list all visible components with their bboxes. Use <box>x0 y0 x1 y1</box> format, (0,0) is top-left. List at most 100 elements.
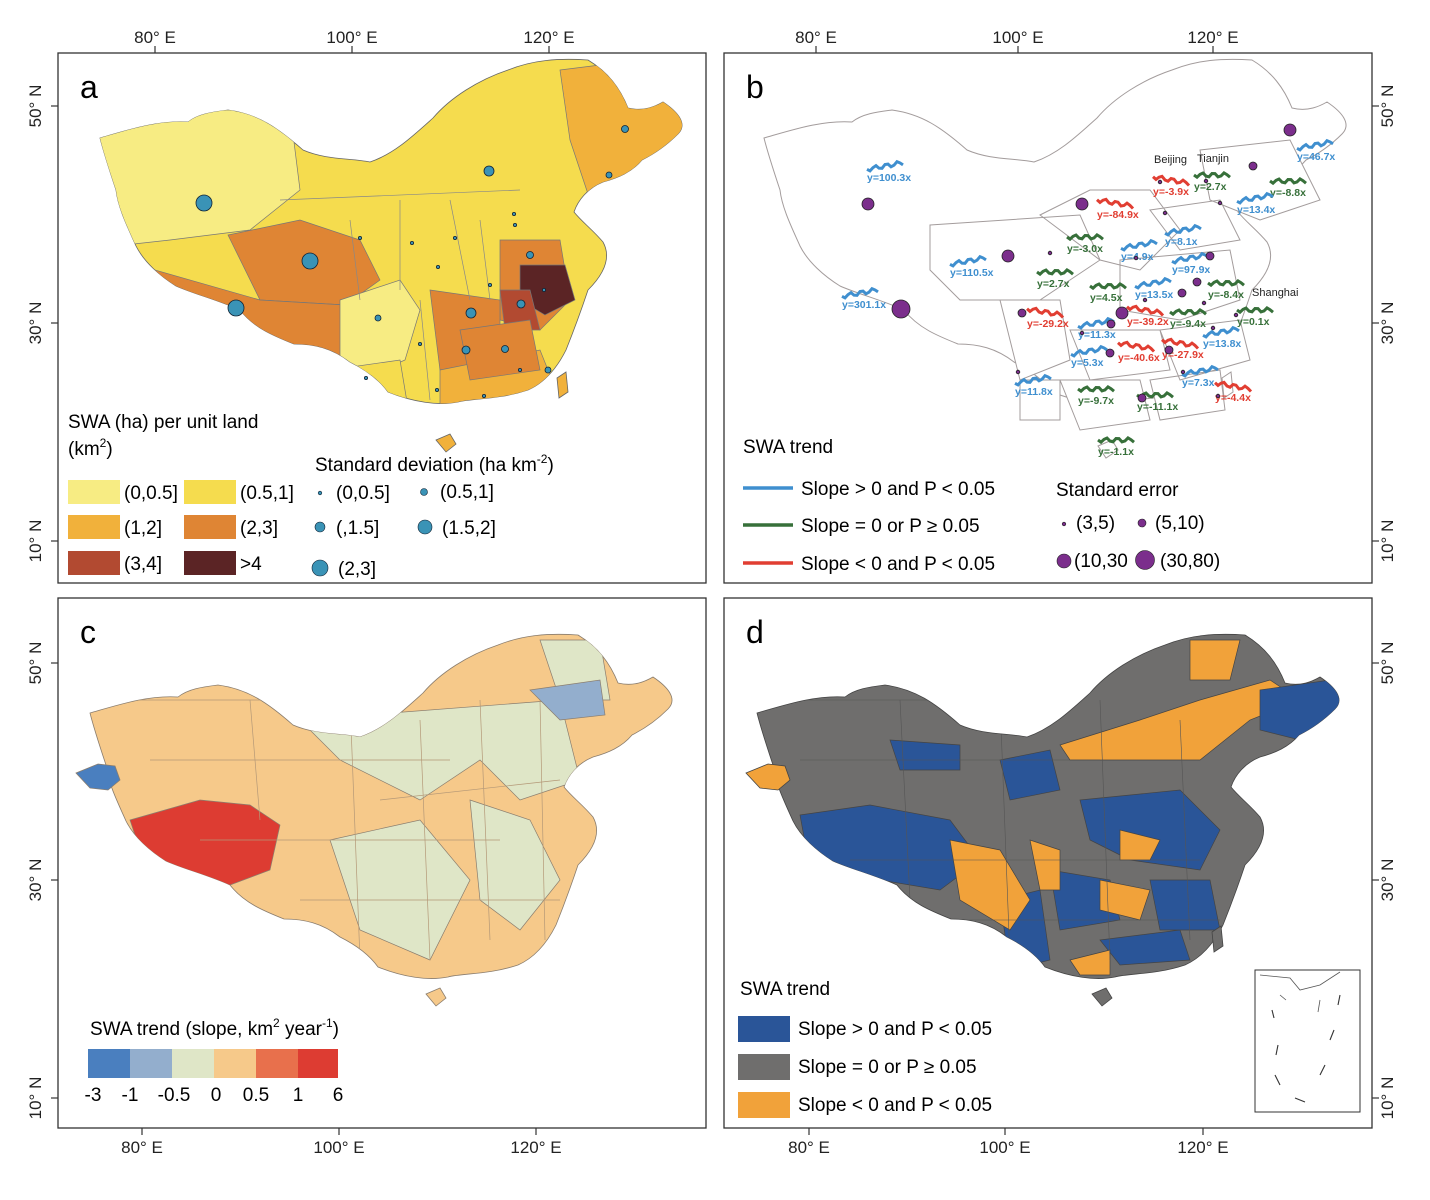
frames <box>57 52 1373 1129</box>
trend-sparkline <box>1207 279 1245 288</box>
sd-legend-title: Standard deviation (ha km-2) <box>315 452 554 476</box>
frame-c <box>57 597 707 1129</box>
legend-swatch <box>184 551 236 575</box>
sd-legend-dot <box>314 521 326 533</box>
lon-label: 100° E <box>326 28 377 47</box>
colorbar-segment <box>298 1049 338 1078</box>
lon-label: 120° E <box>523 28 574 47</box>
legend-title: SWA trend <box>740 979 830 1000</box>
trend-sparkline <box>1169 308 1207 317</box>
trend-sparkline <box>1070 344 1108 358</box>
panel-letter: c <box>80 614 96 650</box>
city-label-shanghai: Shanghai <box>1252 287 1299 299</box>
slope-label: y=-1.1x <box>1098 446 1134 458</box>
trend-sparkline <box>1236 191 1274 205</box>
colorbar-tick: 1 <box>293 1085 304 1106</box>
se-legend-label: (10,30 <box>1074 551 1128 572</box>
sd-legend-label: (,1.5] <box>336 518 379 539</box>
map-a <box>99 58 683 453</box>
trend-sparkline <box>1077 316 1115 330</box>
trend-sparkline <box>1095 197 1135 210</box>
legend-label: (2,3] <box>240 518 278 539</box>
legend-swatch <box>738 1016 790 1042</box>
legend-label: >4 <box>240 554 262 575</box>
slope-label: y=301.1x <box>842 299 886 311</box>
trend-sparkline <box>1125 304 1165 317</box>
panel-c: c SWA trend (slope, km2 year-1) -3 -1 <box>75 614 673 1106</box>
trend-sparkline <box>1089 282 1127 291</box>
map-d <box>745 633 1340 1007</box>
slope-label: y=-39.2x <box>1127 316 1169 328</box>
lon-label: 80° E <box>121 1138 163 1157</box>
legend-b: SWA trend Slope > 0 and P < 0.05 Slope =… <box>743 437 1220 575</box>
island-taiwan <box>1211 925 1224 953</box>
legend-label: Slope = 0 or P ≥ 0.05 <box>798 1057 977 1078</box>
panel-d: d SWA trend Slope > 0 and P < 0.05 <box>738 614 1361 1118</box>
legend-label: (0.5,1] <box>240 483 294 504</box>
sd-legend-dot <box>311 559 329 577</box>
se-legend-dot <box>1137 518 1147 528</box>
panel-letter: d <box>746 614 764 650</box>
city-label-beijing: Beijing <box>1154 154 1187 166</box>
trend-sparkline <box>1181 364 1219 378</box>
panel-letter: a <box>80 69 98 105</box>
legend-title: SWA trend <box>743 437 833 458</box>
legend-c: SWA trend (slope, km2 year-1) -3 -1 -0.5… <box>85 1016 344 1106</box>
panel-a: a <box>68 58 683 580</box>
slope-label: y=-8.4x <box>1208 289 1244 301</box>
trend-sparkline <box>1193 171 1231 180</box>
se-circles <box>861 123 1297 403</box>
legend-label: (0,0.5] <box>124 483 178 504</box>
slope-label: y=2.7x <box>1194 181 1227 193</box>
lat-label: 30° N <box>1378 859 1397 902</box>
slope-label: y=5.3x <box>1071 357 1104 369</box>
colorbar-tick: -0.5 <box>158 1085 191 1106</box>
frame-a <box>57 52 707 584</box>
slope-label: y=-84.9x <box>1097 209 1139 221</box>
lon-label: 120° E <box>1177 1138 1228 1157</box>
colorbar-segment <box>256 1049 298 1078</box>
lon-label: 100° E <box>979 1138 1030 1157</box>
sd-legend-dot <box>317 490 323 496</box>
colorbar-segment <box>214 1049 256 1078</box>
legend-label: (3,4] <box>124 554 162 575</box>
legend-title-unit: (km2) <box>68 436 113 460</box>
sd-legend-dot <box>417 519 433 535</box>
legend-swatch <box>738 1054 790 1080</box>
slope-label: y=46.7x <box>1297 151 1335 163</box>
island-hainan <box>435 433 457 453</box>
se-legend-dot <box>1061 521 1067 527</box>
trend-sparkline <box>866 159 904 173</box>
slope-label: y=-9.7x <box>1078 395 1114 407</box>
trend-sparkline <box>1116 340 1156 353</box>
legend-d: SWA trend Slope > 0 and P < 0.05 Slope =… <box>738 979 992 1118</box>
slope-label: y=-3.9x <box>1153 186 1189 198</box>
map-c <box>75 633 673 1007</box>
slope-label: y=110.5x <box>950 267 994 279</box>
legend-label: Slope < 0 and P < 0.05 <box>798 1095 992 1116</box>
trend-sparkline <box>1120 238 1158 252</box>
trend-sparkline <box>1213 380 1253 393</box>
colorbar-tick: 0.5 <box>243 1085 269 1106</box>
sd-legend-dot <box>420 488 428 496</box>
trend-sparkline <box>1077 385 1115 394</box>
trend-sparkline <box>1151 174 1191 187</box>
slope-label: y=8.1x <box>1165 236 1198 248</box>
slope-label: y=100.3x <box>867 172 911 184</box>
legend-swatch <box>184 515 236 539</box>
sd-legend-label: (0.5,1] <box>440 482 494 503</box>
island-hainan <box>425 987 447 1007</box>
colorbar-title: SWA trend (slope, km2 year-1) <box>90 1016 339 1040</box>
legend-swatch <box>184 480 236 504</box>
slope-label: y=7.3x <box>1182 377 1215 389</box>
sparklines: y=100.3x y=110.5x y=301.1x y=46.7x y=-3.9x y=… <box>841 138 1335 458</box>
trend-sparkline <box>1269 177 1307 186</box>
se-legend-label: (30,80) <box>1160 551 1220 572</box>
lon-label: 100° E <box>313 1138 364 1157</box>
lat-label: 50° N <box>1378 85 1397 128</box>
legend-swatch <box>68 480 120 504</box>
trend-sparkline <box>949 254 987 268</box>
slope-label: y=4.5x <box>1090 292 1123 304</box>
colorbar-segment <box>172 1049 214 1078</box>
slope-label: y=11.3x <box>1078 329 1116 341</box>
